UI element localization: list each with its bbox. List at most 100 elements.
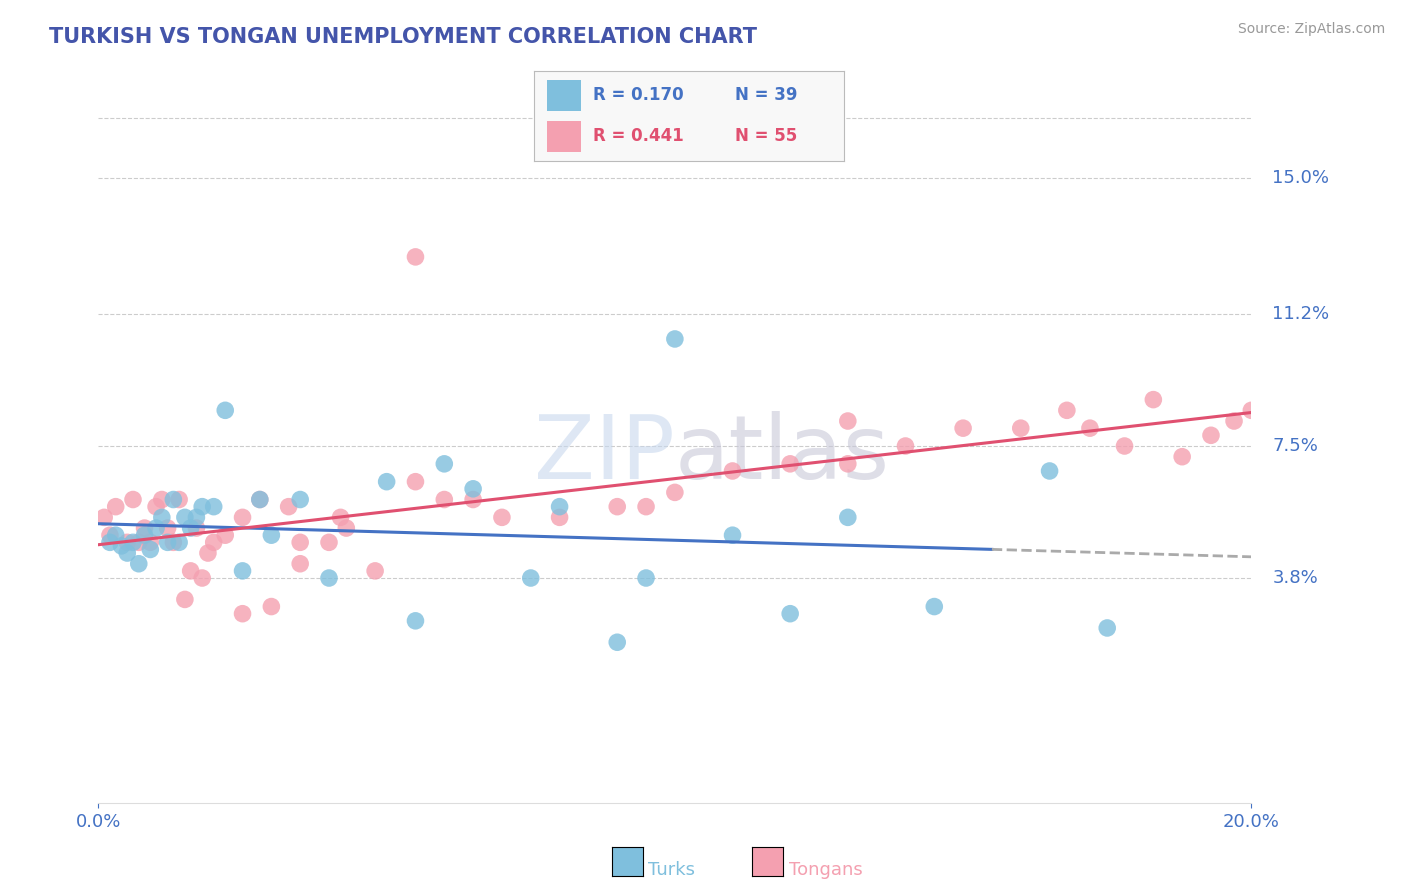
Point xyxy=(779,607,801,621)
Point xyxy=(260,599,283,614)
Bar xyxy=(547,121,581,152)
Point xyxy=(837,414,859,428)
Point xyxy=(779,457,801,471)
Point xyxy=(249,492,271,507)
Text: Turks: Turks xyxy=(648,861,695,879)
Point xyxy=(104,528,127,542)
Point xyxy=(231,607,254,621)
Point xyxy=(122,535,145,549)
Point xyxy=(162,535,184,549)
Point xyxy=(606,635,628,649)
Point xyxy=(290,492,312,507)
Point xyxy=(214,528,236,542)
Text: R = 0.441: R = 0.441 xyxy=(593,128,683,145)
Point xyxy=(1142,392,1164,407)
Point xyxy=(197,546,219,560)
Text: TURKISH VS TONGAN UNEMPLOYMENT CORRELATION CHART: TURKISH VS TONGAN UNEMPLOYMENT CORRELATI… xyxy=(49,27,758,46)
Point xyxy=(548,510,571,524)
Point xyxy=(1056,403,1078,417)
Point xyxy=(1240,403,1263,417)
Point xyxy=(145,521,167,535)
Point xyxy=(180,521,202,535)
Point xyxy=(375,475,398,489)
Text: ZIP: ZIP xyxy=(534,411,675,499)
Point xyxy=(290,557,312,571)
Point xyxy=(104,500,127,514)
Text: Source: ZipAtlas.com: Source: ZipAtlas.com xyxy=(1237,22,1385,37)
Text: 11.2%: 11.2% xyxy=(1272,305,1330,323)
Point xyxy=(186,521,208,535)
Point xyxy=(1223,414,1246,428)
Text: N = 55: N = 55 xyxy=(735,128,797,145)
Point xyxy=(134,528,156,542)
Point xyxy=(520,571,543,585)
Point xyxy=(139,542,162,557)
Point xyxy=(318,571,340,585)
Point xyxy=(277,500,299,514)
Point xyxy=(922,599,945,614)
Text: 15.0%: 15.0% xyxy=(1272,169,1330,187)
Point xyxy=(721,528,744,542)
Point xyxy=(98,528,121,542)
Point xyxy=(721,464,744,478)
Point xyxy=(117,535,138,549)
Point xyxy=(894,439,917,453)
Point xyxy=(231,564,254,578)
Point xyxy=(433,457,456,471)
Point xyxy=(461,482,484,496)
Point xyxy=(180,564,202,578)
Point xyxy=(548,500,571,514)
Point xyxy=(606,500,628,514)
Text: R = 0.170: R = 0.170 xyxy=(593,87,683,104)
Point xyxy=(405,250,427,264)
Point xyxy=(329,510,352,524)
Point xyxy=(636,571,658,585)
Point xyxy=(93,510,115,524)
Point xyxy=(122,492,145,507)
Point xyxy=(214,403,236,417)
Point xyxy=(664,332,686,346)
Point xyxy=(174,510,197,524)
Point xyxy=(128,535,150,549)
Point xyxy=(191,500,214,514)
Point xyxy=(491,510,513,524)
Point xyxy=(664,485,686,500)
Point xyxy=(1078,421,1101,435)
Point xyxy=(134,521,156,535)
Point xyxy=(128,557,150,571)
Point xyxy=(837,457,859,471)
Point xyxy=(110,539,132,553)
Point xyxy=(290,535,312,549)
Point xyxy=(150,492,173,507)
Point xyxy=(1171,450,1194,464)
Point xyxy=(202,535,225,549)
Point xyxy=(1114,439,1136,453)
Point xyxy=(433,492,456,507)
Point xyxy=(405,475,427,489)
Point xyxy=(167,492,190,507)
Point xyxy=(335,521,357,535)
Point xyxy=(167,535,190,549)
Text: atlas: atlas xyxy=(675,411,890,499)
Point xyxy=(1097,621,1119,635)
Point xyxy=(260,528,283,542)
Point xyxy=(156,535,179,549)
Point xyxy=(139,535,162,549)
Point xyxy=(837,510,859,524)
Point xyxy=(98,535,121,549)
Point xyxy=(174,592,197,607)
Point xyxy=(162,492,184,507)
Point xyxy=(156,521,179,535)
Point xyxy=(117,546,138,560)
Point xyxy=(952,421,974,435)
Point xyxy=(1199,428,1222,442)
Text: N = 39: N = 39 xyxy=(735,87,797,104)
Point xyxy=(202,500,225,514)
Point xyxy=(186,510,208,524)
Point xyxy=(150,510,173,524)
Point xyxy=(1038,464,1062,478)
Point xyxy=(636,500,658,514)
Text: 3.8%: 3.8% xyxy=(1272,569,1319,587)
Point xyxy=(191,571,214,585)
Point xyxy=(231,510,254,524)
